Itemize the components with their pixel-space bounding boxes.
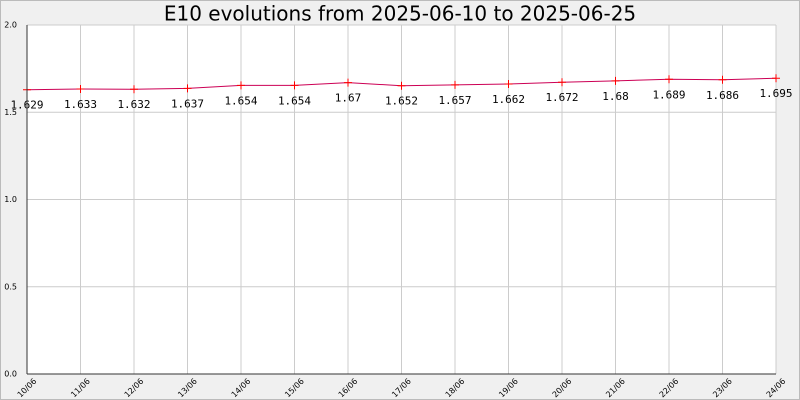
marker xyxy=(718,75,727,84)
value-label: 1.637 xyxy=(171,97,204,110)
value-label: 1.67 xyxy=(335,92,362,105)
marker xyxy=(76,85,85,94)
marker xyxy=(451,80,459,89)
y-tick-label: 1.5 xyxy=(4,108,17,117)
chart-title: E10 evolutions from 2025-06-10 to 2025-0… xyxy=(164,2,636,26)
marker xyxy=(344,78,352,87)
value-label: 1.654 xyxy=(224,94,257,107)
value-label: 1.695 xyxy=(759,87,792,100)
marker xyxy=(504,79,513,88)
marker xyxy=(237,81,245,90)
value-label: 1.632 xyxy=(117,98,150,111)
value-label: 1.652 xyxy=(385,95,418,108)
y-tick-label: 2.0 xyxy=(4,21,17,30)
marker xyxy=(558,78,566,87)
value-label: 1.657 xyxy=(438,94,471,107)
value-label: 1.68 xyxy=(602,90,629,103)
value-label: 1.686 xyxy=(706,89,739,102)
value-label: 1.689 xyxy=(652,88,685,101)
value-label: 1.633 xyxy=(64,98,97,111)
marker xyxy=(772,74,780,83)
marker xyxy=(130,85,138,94)
value-label: 1.672 xyxy=(545,91,578,104)
y-tick-label: 0.0 xyxy=(4,370,17,379)
marker xyxy=(397,81,406,90)
y-tick-label: 0.5 xyxy=(4,282,17,291)
marker xyxy=(290,81,299,90)
value-label: 1.654 xyxy=(278,94,311,107)
value-label: 1.662 xyxy=(492,93,525,106)
marker xyxy=(183,84,192,93)
marker xyxy=(611,76,620,85)
marker xyxy=(665,75,673,84)
y-tick-label: 1.0 xyxy=(4,195,17,204)
